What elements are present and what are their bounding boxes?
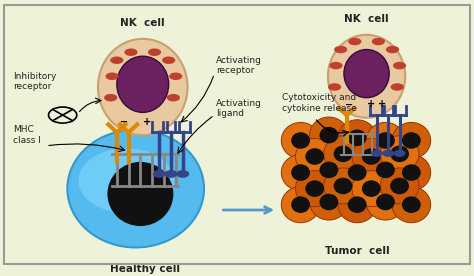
Ellipse shape	[348, 164, 366, 181]
Ellipse shape	[319, 194, 338, 210]
Ellipse shape	[334, 145, 353, 162]
Ellipse shape	[402, 132, 421, 149]
Circle shape	[106, 73, 118, 80]
Ellipse shape	[291, 164, 310, 181]
Ellipse shape	[402, 164, 421, 181]
Ellipse shape	[78, 148, 174, 213]
Circle shape	[110, 57, 123, 64]
Ellipse shape	[362, 180, 381, 197]
Text: +: +	[144, 117, 152, 127]
Text: −: −	[120, 117, 128, 127]
Ellipse shape	[305, 180, 324, 197]
Circle shape	[167, 94, 180, 101]
Text: NK  cell: NK cell	[344, 14, 389, 24]
Ellipse shape	[390, 178, 409, 194]
Ellipse shape	[352, 139, 391, 175]
Ellipse shape	[324, 136, 362, 172]
Ellipse shape	[366, 152, 405, 188]
Circle shape	[169, 73, 182, 80]
Circle shape	[165, 171, 177, 177]
Text: Inhibitory
receptor: Inhibitory receptor	[13, 72, 56, 91]
Ellipse shape	[291, 197, 310, 213]
Text: Healthy cell: Healthy cell	[110, 264, 180, 274]
Ellipse shape	[338, 120, 376, 156]
Ellipse shape	[338, 155, 376, 191]
Text: Activating
receptor: Activating receptor	[216, 56, 262, 75]
Ellipse shape	[362, 148, 381, 165]
Circle shape	[372, 150, 382, 156]
Circle shape	[394, 150, 405, 156]
Text: MHC
class I: MHC class I	[13, 125, 41, 145]
Ellipse shape	[348, 197, 366, 213]
Ellipse shape	[305, 148, 324, 165]
Circle shape	[334, 46, 347, 53]
Circle shape	[391, 83, 404, 91]
Text: Cytotoxicity and
cytokine release: Cytotoxicity and cytokine release	[282, 93, 356, 113]
Text: NK  cell: NK cell	[120, 18, 165, 28]
Ellipse shape	[366, 123, 405, 158]
Ellipse shape	[98, 39, 188, 135]
Ellipse shape	[392, 155, 431, 191]
Ellipse shape	[380, 136, 419, 172]
Ellipse shape	[380, 168, 419, 204]
Ellipse shape	[67, 130, 204, 248]
Ellipse shape	[338, 187, 376, 223]
Ellipse shape	[352, 171, 391, 207]
Text: Tumor  cell: Tumor cell	[325, 246, 390, 256]
Text: +: +	[367, 99, 375, 109]
Circle shape	[104, 94, 117, 101]
Circle shape	[148, 49, 161, 56]
Ellipse shape	[319, 162, 338, 178]
Circle shape	[386, 46, 399, 53]
Ellipse shape	[108, 162, 173, 226]
Ellipse shape	[392, 187, 431, 223]
Ellipse shape	[376, 162, 395, 178]
Ellipse shape	[310, 117, 348, 153]
Circle shape	[372, 38, 385, 45]
Ellipse shape	[366, 184, 405, 220]
Circle shape	[124, 49, 137, 56]
Circle shape	[383, 150, 393, 156]
Ellipse shape	[281, 187, 320, 223]
Ellipse shape	[117, 56, 169, 112]
Circle shape	[328, 83, 341, 91]
Ellipse shape	[334, 178, 353, 194]
Ellipse shape	[376, 194, 395, 210]
Ellipse shape	[295, 171, 334, 207]
Ellipse shape	[392, 123, 431, 158]
Circle shape	[348, 38, 361, 45]
Ellipse shape	[390, 145, 409, 162]
Ellipse shape	[281, 155, 320, 191]
Text: Activating
ligand: Activating ligand	[216, 99, 262, 118]
Text: −: −	[345, 99, 353, 109]
Ellipse shape	[376, 132, 395, 149]
Ellipse shape	[324, 168, 362, 204]
Ellipse shape	[310, 184, 348, 220]
Ellipse shape	[402, 197, 421, 213]
Ellipse shape	[295, 139, 334, 175]
Ellipse shape	[310, 152, 348, 188]
Ellipse shape	[281, 123, 320, 158]
Text: +: +	[378, 99, 386, 109]
Circle shape	[329, 62, 343, 69]
Ellipse shape	[291, 132, 310, 149]
Ellipse shape	[328, 35, 405, 118]
Circle shape	[393, 62, 406, 69]
Circle shape	[154, 171, 165, 177]
Circle shape	[162, 57, 175, 64]
Circle shape	[177, 171, 189, 177]
Ellipse shape	[344, 49, 389, 98]
Ellipse shape	[348, 129, 366, 146]
Ellipse shape	[319, 127, 338, 144]
